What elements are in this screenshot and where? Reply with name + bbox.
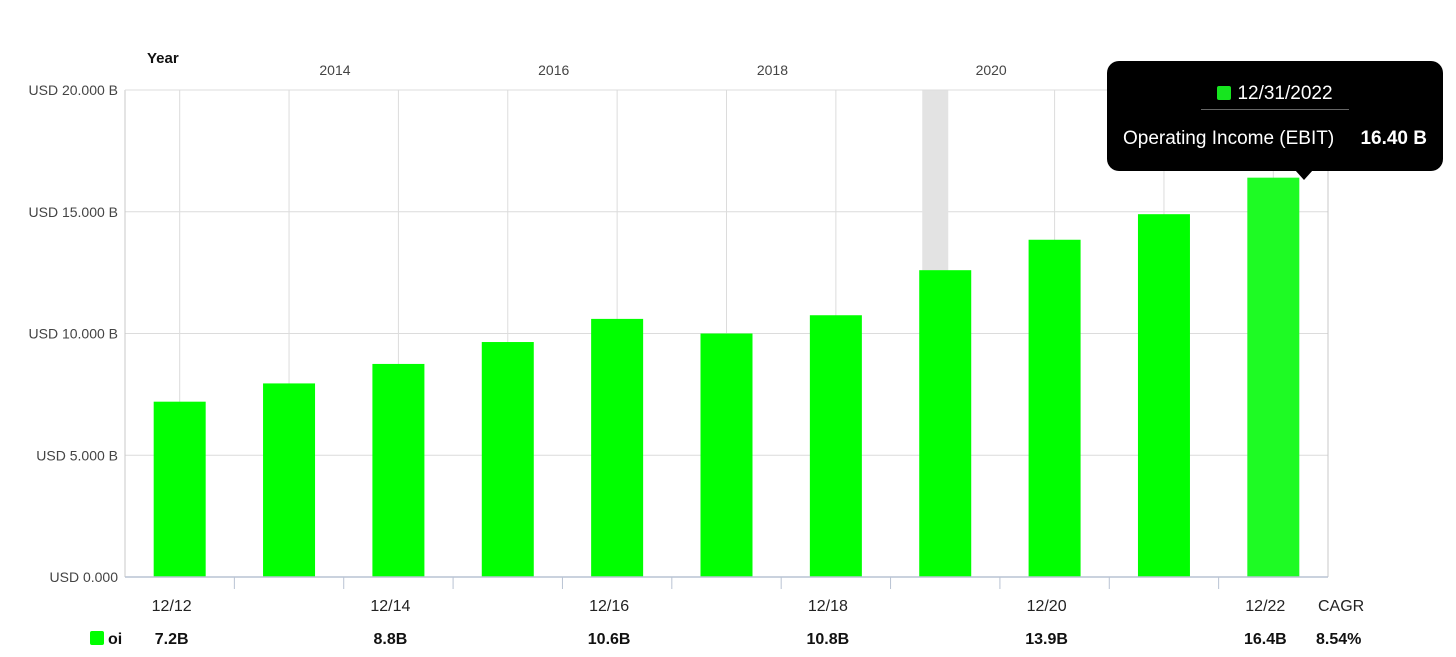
row-value: 10.8B — [807, 631, 850, 648]
tooltip-metric-value: 16.40 B — [1360, 128, 1427, 149]
row-value: 13.9B — [1025, 631, 1068, 648]
cagr-value: 8.54% — [1316, 631, 1361, 648]
x-category-label: 12/18 — [808, 598, 848, 615]
tooltip-series-swatch — [1217, 86, 1232, 100]
axis-labels: USD 20.000 B USD 15.000 B USD 10.000 B USD … — [29, 62, 1007, 585]
y-tick-label: USD 5.000 B — [36, 447, 118, 463]
cagr-header: CAGR — [1318, 598, 1364, 615]
bar — [153, 401, 206, 577]
top-year-label: 2020 — [976, 62, 1007, 78]
bottom-data-row: 12/12 12/14 12/16 12/18 12/20 12/22 CAGR oi 7.2B… — [90, 598, 1364, 648]
x-category-label: 12/12 — [152, 598, 192, 615]
bar — [1247, 177, 1300, 577]
bar — [591, 318, 644, 577]
bar — [700, 333, 753, 577]
top-year-label: 2016 — [538, 62, 569, 78]
row-value: 16.4B — [1244, 631, 1287, 648]
x-category-label: 12/14 — [370, 598, 410, 615]
series-swatch — [90, 631, 104, 645]
row-value: 10.6B — [588, 631, 631, 648]
y-tick-label: USD 0.000 — [50, 569, 119, 585]
bars — [153, 177, 1300, 577]
top-year-label: 2018 — [757, 62, 788, 78]
bar — [263, 383, 316, 577]
row-value: 7.2B — [155, 631, 189, 648]
y-tick-label: USD 10.000 B — [29, 326, 119, 342]
series-label: oi — [108, 631, 122, 648]
tooltip-date: 12/31/2022 — [1201, 81, 1349, 110]
bar — [919, 270, 972, 577]
x-axis-title: Year — [147, 50, 179, 67]
bar — [1137, 214, 1190, 577]
y-tick-label: USD 15.000 B — [29, 204, 119, 220]
bar — [372, 363, 425, 577]
bar — [809, 315, 862, 577]
data-tooltip: 12/31/2022 Operating Income (EBIT) 16.40… — [1107, 61, 1443, 180]
x-category-label: 12/20 — [1027, 598, 1067, 615]
bar — [481, 342, 534, 577]
tooltip-metric-label: Operating Income (EBIT) — [1123, 128, 1335, 149]
bar — [1028, 239, 1081, 577]
top-year-label: 2014 — [319, 62, 350, 78]
x-category-label: 12/16 — [589, 598, 629, 615]
tooltip-date-text: 12/31/2022 — [1237, 83, 1333, 104]
row-value: 8.8B — [374, 631, 408, 648]
x-category-label: 12/22 — [1245, 598, 1285, 615]
y-tick-label: USD 20.000 B — [29, 82, 119, 98]
